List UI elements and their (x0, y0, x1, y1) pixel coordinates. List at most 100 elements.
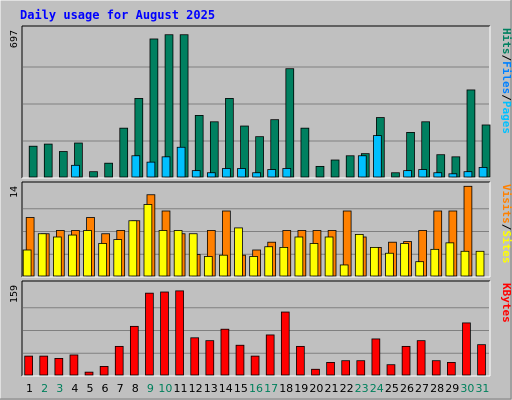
x-tick-label-day-26: 26 (400, 382, 414, 395)
bar-sites-day-21 (324, 236, 334, 277)
bar-hits-day-9 (149, 38, 159, 178)
bar-kbytes-day-10 (160, 291, 169, 376)
bar-sites-day-4 (68, 234, 77, 277)
bar-sites-day-25 (385, 252, 394, 277)
x-axis-day-labels: 1 2 3 4 5 6 7 8 9 10 11 12 13 14 15 16 17 18 19 20 21 22 23 24 2… (26, 382, 489, 395)
bar-kbytes-day-1 (24, 355, 33, 376)
bar-kbytes-day-21 (326, 362, 335, 376)
bar-kbytes-day-23 (356, 360, 366, 376)
bar-hits-day-13 (209, 121, 219, 178)
bar-hits-day-7 (119, 127, 129, 178)
x-tick-label-day-10: 10 (158, 382, 172, 395)
bar-sites-day-2 (37, 233, 47, 277)
bar-hits-day-2 (43, 143, 53, 178)
bar-sites-day-20 (309, 243, 319, 277)
bar-hits-day-17 (270, 119, 280, 178)
x-tick-label-day-9: 9 (147, 382, 154, 395)
bar-kbytes-day-12 (190, 337, 200, 376)
x-tick-label-day-30: 30 (460, 382, 474, 395)
bar-sites-day-9 (143, 204, 153, 277)
bar-files-day-23 (357, 155, 367, 178)
x-tick-label-day-13: 13 (204, 382, 218, 395)
bar-files-day-15 (237, 168, 246, 178)
panel-hits-max-label: 697 (9, 30, 20, 48)
x-tick-label-day-23: 23 (355, 382, 369, 395)
bar-files-day-28 (433, 172, 443, 178)
x-tick-label-day-14: 14 (219, 382, 233, 395)
legend-separator: / (500, 94, 512, 101)
x-tick-label-day-6: 6 (102, 382, 109, 395)
x-tick-label-day-25: 25 (385, 382, 399, 395)
bar-kbytes-day-18 (280, 311, 290, 376)
bar-kbytes-day-3 (54, 357, 64, 376)
bar-kbytes-day-15 (235, 344, 245, 376)
panel-kbytes: 159 KBytes (9, 280, 512, 377)
bar-sites-day-1 (22, 249, 32, 277)
bar-kbytes-day-30 (462, 322, 471, 376)
bar-kbytes-day-16 (250, 355, 260, 376)
legend-pages: Pages (500, 101, 512, 134)
x-tick-label-day-1: 1 (26, 382, 33, 395)
bar-sites-day-18 (279, 246, 289, 277)
x-tick-label-day-16: 16 (249, 382, 263, 395)
bar-sites-day-22 (339, 264, 349, 277)
bar-sites-day-3 (53, 236, 62, 277)
bar-hits-day-6 (104, 162, 113, 178)
x-tick-label-day-28: 28 (430, 382, 444, 395)
bar-hits-day-14 (225, 98, 234, 178)
bar-kbytes-day-29 (447, 362, 456, 376)
bar-files-day-16 (252, 172, 261, 178)
bar-files-day-29 (448, 173, 458, 178)
bar-kbytes-day-22 (341, 360, 350, 376)
bar-sites-day-28 (430, 248, 440, 277)
x-tick-label-day-3: 3 (56, 382, 63, 395)
bar-sites-day-6 (98, 243, 107, 277)
x-tick-label-day-22: 22 (340, 382, 354, 395)
series-files (71, 135, 488, 178)
series-sites (22, 204, 485, 277)
bar-hits-day-19 (300, 127, 310, 178)
bar-sites-day-19 (294, 236, 304, 277)
bar-sites-day-16 (249, 256, 258, 277)
bar-files-day-14 (222, 168, 231, 178)
bar-kbytes-day-11 (175, 290, 184, 376)
bar-kbytes-day-4 (69, 354, 79, 376)
bar-sites-day-5 (83, 230, 92, 277)
panel-kbytes-legend: KBytes (500, 283, 512, 323)
bar-kbytes-day-26 (401, 345, 411, 376)
bar-kbytes-day-14 (220, 328, 230, 376)
bar-hits-day-12 (194, 115, 204, 178)
bar-kbytes-day-9 (145, 292, 154, 376)
bar-kbytes-day-24 (371, 338, 381, 376)
bar-sites-day-14 (219, 254, 228, 277)
panel-visits-legend: Visits/Sites (500, 184, 512, 264)
legend-hits: Hits (500, 28, 512, 55)
x-tick-label-day-24: 24 (370, 382, 384, 395)
bar-kbytes-day-6 (99, 366, 109, 376)
panel-hits-legend: Hits/Files/Pages (500, 28, 512, 134)
x-tick-label-day-8: 8 (132, 382, 139, 395)
bar-files-day-13 (206, 172, 216, 178)
x-tick-label-day-15: 15 (234, 382, 248, 395)
bar-files-day-18 (282, 168, 292, 178)
series-kbytes (24, 290, 486, 376)
bar-files-day-31 (478, 167, 488, 178)
bar-hits-day-20 (315, 165, 325, 178)
legend-separator: / (500, 55, 512, 62)
legend-kbytes: KBytes (500, 283, 512, 323)
bar-files-day-12 (191, 170, 201, 178)
bar-hits-day-16 (255, 136, 264, 178)
bar-kbytes-day-20 (311, 368, 320, 376)
x-tick-label-day-19: 19 (294, 382, 308, 395)
bar-sites-day-12 (188, 233, 198, 277)
bar-sites-day-30 (460, 250, 470, 277)
bar-files-day-17 (267, 169, 277, 178)
panel-kbytes-max-label: 159 (9, 285, 20, 303)
bar-files-day-9 (146, 161, 156, 178)
bar-hits-day-10 (164, 34, 174, 178)
bar-files-day-26 (403, 170, 412, 178)
legend-sites: Sites (500, 230, 512, 263)
bar-kbytes-day-13 (205, 340, 215, 376)
